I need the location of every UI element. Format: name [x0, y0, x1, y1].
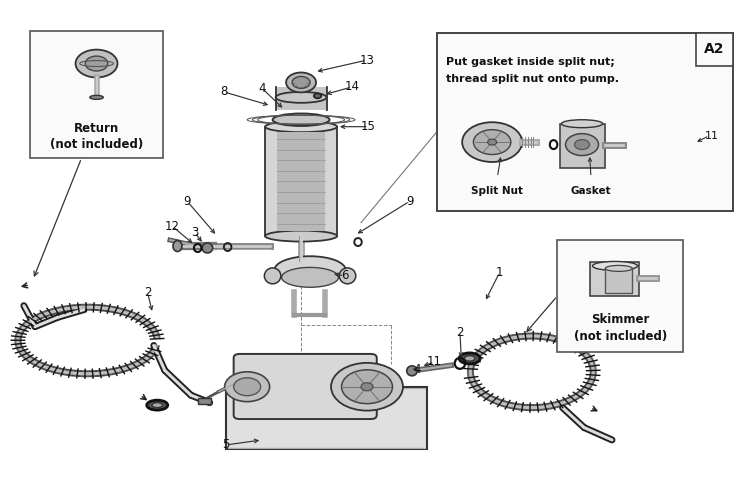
Ellipse shape	[265, 121, 337, 132]
FancyBboxPatch shape	[438, 33, 733, 211]
FancyBboxPatch shape	[590, 262, 639, 296]
Text: 9: 9	[406, 195, 414, 208]
Circle shape	[361, 383, 373, 390]
Ellipse shape	[265, 230, 337, 241]
Text: 15: 15	[361, 120, 376, 133]
FancyBboxPatch shape	[559, 124, 605, 168]
FancyBboxPatch shape	[277, 132, 325, 231]
Text: 14: 14	[344, 80, 359, 94]
Circle shape	[75, 50, 117, 78]
FancyBboxPatch shape	[696, 33, 733, 66]
Text: 9: 9	[183, 195, 191, 208]
Ellipse shape	[465, 356, 475, 361]
Ellipse shape	[314, 94, 321, 98]
FancyBboxPatch shape	[198, 398, 211, 404]
Ellipse shape	[273, 114, 329, 126]
Text: Skimmer: Skimmer	[591, 313, 650, 326]
Circle shape	[474, 130, 511, 154]
Circle shape	[462, 122, 522, 162]
FancyBboxPatch shape	[234, 354, 377, 419]
Text: 1: 1	[496, 266, 503, 279]
Ellipse shape	[173, 240, 182, 252]
Ellipse shape	[407, 366, 417, 376]
Ellipse shape	[275, 92, 326, 103]
Text: 13: 13	[359, 54, 374, 66]
Circle shape	[85, 56, 108, 71]
Ellipse shape	[593, 262, 638, 270]
Text: Put gasket inside split nut;: Put gasket inside split nut;	[447, 57, 615, 67]
Text: Split Nut: Split Nut	[472, 186, 523, 196]
Text: 5: 5	[223, 438, 230, 452]
Ellipse shape	[147, 400, 168, 410]
Text: 11: 11	[705, 130, 719, 140]
Ellipse shape	[562, 120, 602, 128]
Ellipse shape	[339, 268, 356, 284]
FancyBboxPatch shape	[30, 31, 163, 158]
Circle shape	[225, 372, 270, 402]
Circle shape	[234, 378, 261, 396]
FancyBboxPatch shape	[226, 386, 427, 449]
Text: (not included): (not included)	[50, 138, 143, 150]
FancyBboxPatch shape	[605, 268, 632, 293]
Ellipse shape	[152, 402, 162, 407]
Circle shape	[292, 76, 310, 88]
Text: 2: 2	[456, 326, 464, 338]
Circle shape	[341, 370, 393, 404]
Ellipse shape	[605, 266, 632, 272]
FancyBboxPatch shape	[557, 240, 683, 352]
FancyBboxPatch shape	[275, 88, 326, 110]
Circle shape	[487, 139, 496, 145]
Text: 2: 2	[144, 286, 151, 299]
Text: 3: 3	[191, 226, 199, 239]
Text: 11: 11	[427, 356, 442, 368]
Ellipse shape	[281, 268, 338, 287]
Text: 6: 6	[341, 270, 348, 282]
Ellipse shape	[89, 96, 103, 100]
Ellipse shape	[265, 268, 280, 284]
Text: 4: 4	[259, 82, 266, 95]
Text: Return: Return	[74, 122, 119, 134]
Circle shape	[331, 363, 403, 410]
FancyBboxPatch shape	[265, 126, 337, 236]
Text: Gasket: Gasket	[571, 186, 611, 196]
Ellipse shape	[459, 353, 480, 364]
Circle shape	[575, 140, 590, 149]
Text: 12: 12	[165, 220, 180, 232]
Text: thread split nut onto pump.: thread split nut onto pump.	[447, 74, 620, 84]
Text: 4: 4	[414, 363, 421, 376]
Ellipse shape	[274, 256, 346, 283]
Text: A2: A2	[705, 42, 725, 56]
Ellipse shape	[202, 243, 213, 253]
Circle shape	[566, 134, 599, 156]
Text: (not included): (not included)	[574, 330, 667, 342]
Circle shape	[286, 72, 316, 92]
Text: 8: 8	[220, 86, 228, 98]
